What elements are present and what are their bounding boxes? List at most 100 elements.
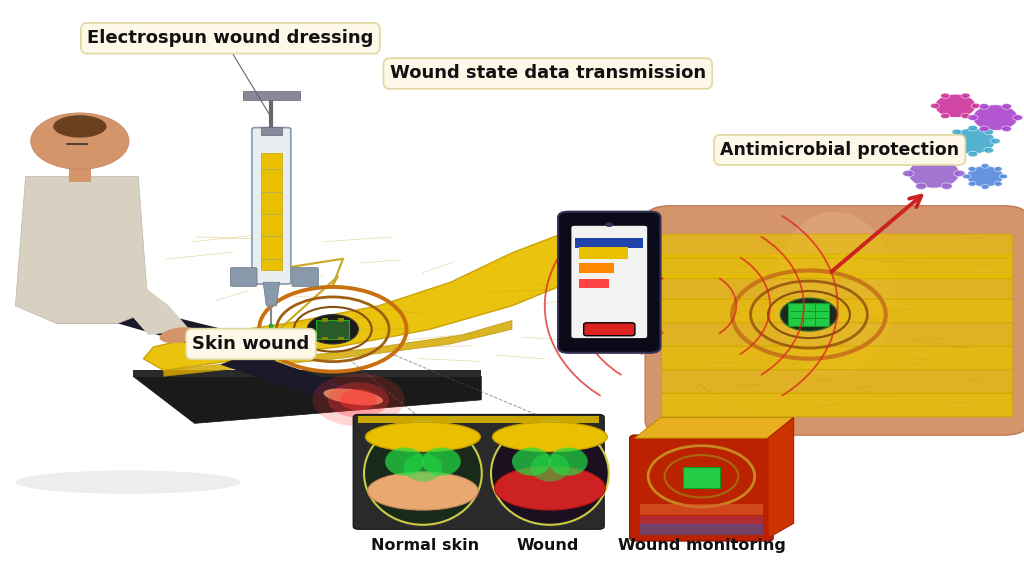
Polygon shape (133, 376, 481, 423)
Circle shape (952, 148, 962, 153)
Circle shape (31, 113, 129, 169)
Ellipse shape (495, 466, 605, 510)
Bar (579, 247, 628, 259)
Circle shape (935, 94, 976, 118)
Circle shape (990, 138, 1000, 144)
Circle shape (941, 113, 949, 119)
Circle shape (950, 128, 995, 154)
Circle shape (981, 185, 989, 189)
Bar (640, 516, 763, 526)
Circle shape (307, 315, 358, 344)
Circle shape (908, 159, 959, 188)
Bar (640, 504, 763, 514)
Ellipse shape (53, 115, 106, 138)
Text: Wound monitoring: Wound monitoring (617, 538, 785, 553)
FancyBboxPatch shape (662, 346, 1013, 370)
FancyBboxPatch shape (230, 268, 257, 286)
Circle shape (903, 171, 913, 177)
Circle shape (941, 183, 952, 189)
Circle shape (999, 174, 1008, 179)
Circle shape (1001, 126, 1012, 132)
Bar (316, 320, 349, 339)
Bar (322, 337, 328, 340)
Ellipse shape (368, 472, 478, 510)
Circle shape (968, 115, 978, 121)
Circle shape (968, 182, 976, 186)
Ellipse shape (493, 422, 607, 452)
Ellipse shape (364, 422, 481, 524)
Text: Antimicrobial protection: Antimicrobial protection (720, 141, 959, 159)
FancyBboxPatch shape (558, 212, 660, 353)
Circle shape (963, 174, 971, 179)
Circle shape (979, 103, 989, 109)
FancyBboxPatch shape (584, 323, 635, 336)
FancyBboxPatch shape (662, 322, 1013, 346)
Bar (579, 279, 609, 288)
Text: Normal skin: Normal skin (371, 538, 479, 553)
Bar (579, 263, 614, 273)
Text: Electrospun wound dressing: Electrospun wound dressing (87, 29, 374, 47)
Text: Wound state data transmission: Wound state data transmission (390, 65, 706, 82)
Circle shape (994, 166, 1002, 171)
Circle shape (967, 166, 1004, 187)
Ellipse shape (385, 447, 424, 476)
Ellipse shape (773, 212, 896, 376)
Ellipse shape (549, 447, 588, 476)
Circle shape (968, 125, 978, 131)
Circle shape (915, 158, 927, 164)
Polygon shape (635, 417, 794, 438)
Polygon shape (143, 218, 645, 370)
Bar (261, 127, 282, 135)
Bar (575, 238, 643, 248)
Circle shape (931, 103, 939, 108)
FancyBboxPatch shape (353, 415, 604, 529)
Polygon shape (56, 306, 302, 365)
FancyBboxPatch shape (292, 268, 318, 286)
Circle shape (340, 389, 377, 410)
Bar (358, 416, 599, 423)
Ellipse shape (492, 422, 608, 524)
Ellipse shape (15, 470, 241, 494)
Circle shape (981, 163, 989, 168)
FancyBboxPatch shape (630, 435, 773, 541)
Ellipse shape (160, 327, 199, 343)
FancyBboxPatch shape (662, 234, 1013, 258)
Polygon shape (263, 282, 280, 306)
Bar (243, 91, 300, 100)
Polygon shape (26, 235, 189, 335)
Bar (69, 153, 91, 182)
Circle shape (945, 138, 955, 144)
Bar (261, 153, 282, 270)
Polygon shape (133, 370, 481, 376)
Circle shape (941, 93, 949, 98)
Circle shape (962, 93, 970, 98)
Circle shape (915, 183, 927, 189)
Ellipse shape (512, 447, 551, 476)
Ellipse shape (403, 453, 442, 482)
Circle shape (312, 373, 404, 426)
Ellipse shape (324, 389, 383, 405)
Circle shape (984, 129, 993, 135)
Circle shape (1013, 115, 1023, 121)
Circle shape (954, 171, 965, 177)
FancyBboxPatch shape (252, 128, 291, 284)
Circle shape (968, 166, 976, 171)
Circle shape (984, 148, 993, 153)
Bar (788, 303, 829, 326)
Circle shape (973, 105, 1018, 131)
Bar (322, 318, 328, 322)
Circle shape (941, 158, 952, 164)
FancyBboxPatch shape (662, 369, 1013, 393)
Circle shape (962, 113, 970, 119)
Bar (338, 318, 344, 322)
Circle shape (1001, 103, 1012, 109)
Circle shape (328, 382, 389, 417)
Bar (338, 337, 344, 340)
Circle shape (972, 103, 980, 108)
Ellipse shape (366, 422, 480, 452)
FancyBboxPatch shape (571, 226, 647, 338)
Circle shape (780, 298, 838, 331)
Circle shape (952, 129, 962, 135)
Polygon shape (15, 176, 148, 323)
Ellipse shape (422, 447, 461, 476)
